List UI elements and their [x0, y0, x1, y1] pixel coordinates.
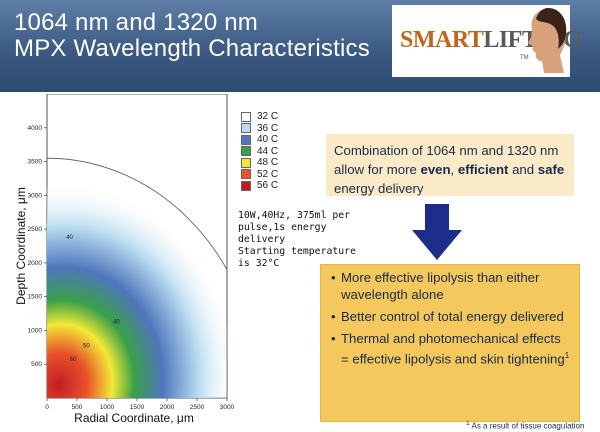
benefit-item: • More effective lipolysis than either wa… [331, 270, 540, 302]
legend-swatch [241, 180, 251, 191]
y-tick-label: 2500 [28, 226, 43, 233]
legend-item: 48 C [241, 157, 278, 169]
benefits-box: • More effective lipolysis than either wa… [320, 264, 580, 422]
y-tick-label: 3000 [28, 192, 43, 199]
contour-label: 50 [83, 343, 90, 349]
contour-label: 40 [113, 320, 120, 326]
contour-labels: 40 40 50 60 [66, 235, 120, 363]
down-arrow-icon [412, 204, 462, 260]
y-tick-label: 4000 [28, 125, 43, 132]
slide-title: 1064 nm and 1320 nm MPX Wavelength Chara… [14, 10, 370, 62]
boundary-contour [47, 157, 227, 271]
legend-item: 36 C [241, 123, 278, 135]
benefit-item: • Better control of total energy delivere… [331, 309, 564, 324]
legend-label: 44 C [257, 145, 279, 157]
y-tick-label: 500 [31, 361, 42, 368]
title-line-2: MPX Wavelength Characteristics [14, 35, 370, 62]
legend-item: 40 C [241, 134, 278, 146]
footnote: 1 As a result of tissue coagulation [466, 420, 585, 431]
x-tick-label: 3000 [220, 404, 235, 411]
x-axis-ticks: 0 500 1000 1500 2000 2500 3000 [45, 398, 235, 411]
title-line-1: 1064 nm and 1320 nm [14, 9, 258, 36]
legend-item: 52 C [241, 169, 278, 181]
contour-label: 40 [66, 235, 73, 241]
temperature-chart: 0 500 1000 1500 2000 2500 3000 500 1000 1500 2000… [14, 94, 235, 424]
benefit-item: • Thermal and photomechanical effects = e… [331, 331, 570, 367]
legend-label: 32 C [257, 111, 279, 123]
legend-label: 48 C [257, 157, 279, 169]
y-tick-label: 3500 [28, 159, 43, 166]
x-tick-label: 2500 [190, 404, 205, 411]
legend-label: 36 C [257, 122, 279, 134]
legend-swatch [241, 169, 251, 180]
legend-item: 44 C [241, 146, 278, 158]
legend-label: 52 C [257, 168, 279, 180]
contour-label: 60 [70, 357, 77, 363]
y-tick-label: 1500 [28, 294, 43, 301]
legend-label: 56 C [257, 180, 279, 192]
x-tick-label: 500 [72, 404, 83, 411]
temperature-field [47, 182, 227, 398]
y-tick-label: 2000 [28, 260, 43, 267]
legend-label: 40 C [257, 134, 279, 146]
chart-legend: 32 C 36 C 40 C 44 C 48 C 52 C 56 C [241, 111, 278, 192]
y-axis-ticks: 500 1000 1500 2000 2500 3000 3500 4000 [28, 125, 47, 368]
chart-annotation: 10W,40Hz, 375ml per pulse,1s energy deli… [238, 210, 356, 269]
woman-profile-icon [528, 8, 567, 73]
legend-swatch [241, 146, 251, 157]
x-tick-label: 1500 [130, 404, 145, 411]
y-tick-label: 1000 [28, 327, 43, 334]
smartlifting-logo: SMARTLIFTING TM [392, 5, 582, 77]
combination-callout: Combination of 1064 nm and 1320 nm allow… [326, 134, 574, 196]
legend-item: 56 C [241, 180, 278, 192]
legend-swatch [241, 134, 251, 145]
x-tick-label: 2000 [160, 404, 175, 411]
x-tick-label: 1000 [100, 404, 115, 411]
legend-swatch [241, 157, 251, 168]
legend-swatch [241, 123, 251, 134]
x-tick-label: 0 [45, 404, 49, 411]
logo-trademark: TM [520, 55, 529, 61]
legend-item: 32 C [241, 111, 278, 123]
legend-swatch [241, 111, 251, 122]
x-axis-label: Radial Coordinate, μm [74, 411, 194, 424]
y-axis-label: Depth Coordinate, μm [14, 187, 28, 305]
